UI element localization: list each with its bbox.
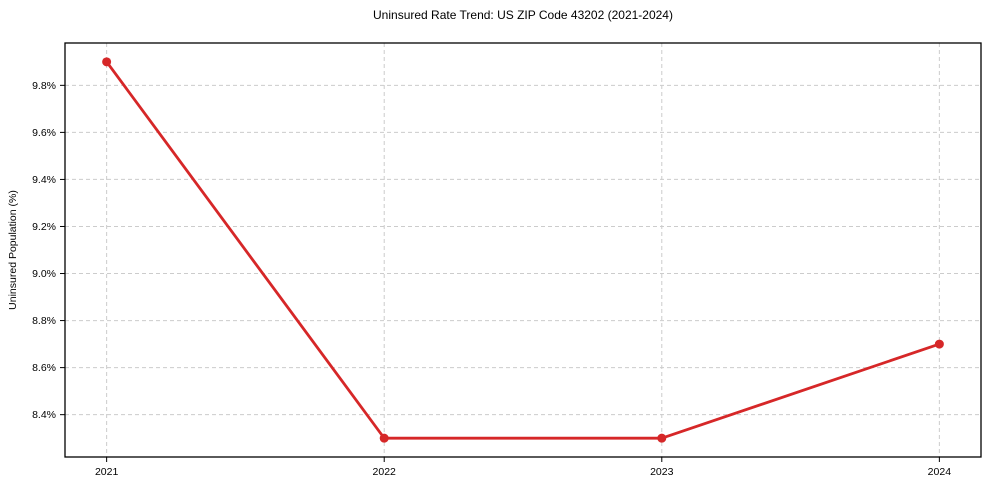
x-tick-label: 2023 xyxy=(650,466,674,478)
data-point-marker xyxy=(379,433,389,443)
y-tick-label: 9.2% xyxy=(32,221,56,233)
chart-title: Uninsured Rate Trend: US ZIP Code 43202 … xyxy=(373,8,673,22)
x-tick-label: 2022 xyxy=(373,466,397,478)
plot-border xyxy=(64,42,982,458)
y-tick-label: 9.4% xyxy=(32,174,56,186)
trend-line xyxy=(105,60,941,440)
y-tick-label: 8.8% xyxy=(32,315,56,327)
y-tick-label: 9.6% xyxy=(32,127,56,139)
y-tick-label: 9.0% xyxy=(32,268,56,280)
y-tick-label: 9.8% xyxy=(32,80,56,92)
data-point-marker xyxy=(102,57,112,67)
data-point-marker xyxy=(657,433,667,443)
y-axis-label: Uninsured Population (%) xyxy=(7,190,19,310)
y-tick-label: 8.6% xyxy=(32,362,56,374)
y-tick-label: 8.4% xyxy=(32,409,56,421)
x-tick-label: 2021 xyxy=(95,466,119,478)
x-tick-label: 2024 xyxy=(928,466,952,478)
data-point-marker xyxy=(934,339,944,349)
